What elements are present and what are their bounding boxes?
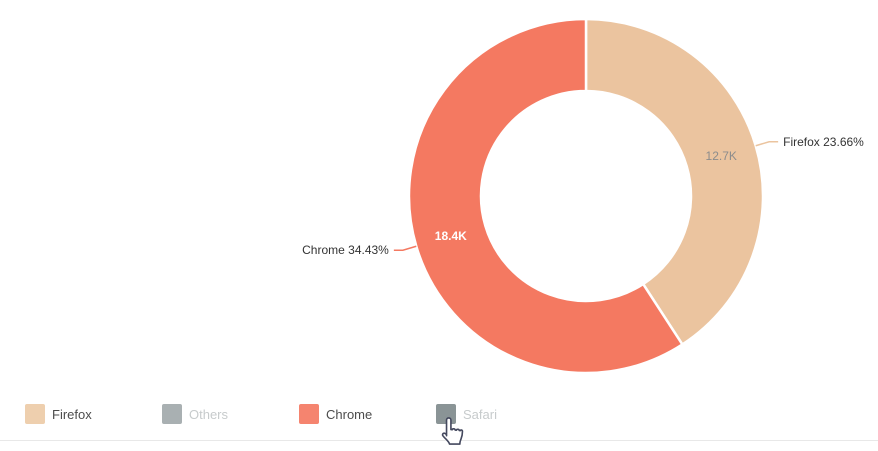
legend-label-safari: Safari (463, 406, 497, 422)
legend-swatch-safari (436, 404, 456, 424)
legend-label-firefox: Firefox (52, 406, 92, 422)
legend-item-safari[interactable]: Safari (436, 404, 573, 424)
legend-label-others: Others (189, 406, 229, 422)
pie-slice-firefox[interactable] (584, 17, 765, 346)
chart-legend: Firefox Others Chrome Safari (25, 404, 573, 424)
label-line (755, 141, 779, 147)
legend-swatch-chrome (299, 404, 319, 424)
pie-slice-chrome[interactable] (407, 17, 684, 375)
slice-share-label: Chrome 34.43% (302, 243, 389, 257)
legend-item-chrome[interactable]: Chrome (299, 404, 436, 424)
legend-label-chrome: Chrome (326, 406, 373, 422)
slice-value-label: 12.7K (706, 149, 737, 163)
legend-swatch-others (162, 404, 182, 424)
slice-value-label: 18.4K (435, 229, 467, 243)
legend-item-firefox[interactable]: Firefox (25, 404, 162, 424)
legend-swatch-firefox (25, 404, 45, 424)
slice-share-label: Firefox 23.66% (783, 135, 864, 149)
bottom-divider (0, 440, 878, 441)
label-line (393, 245, 417, 251)
legend-item-others[interactable]: Others (162, 404, 299, 424)
